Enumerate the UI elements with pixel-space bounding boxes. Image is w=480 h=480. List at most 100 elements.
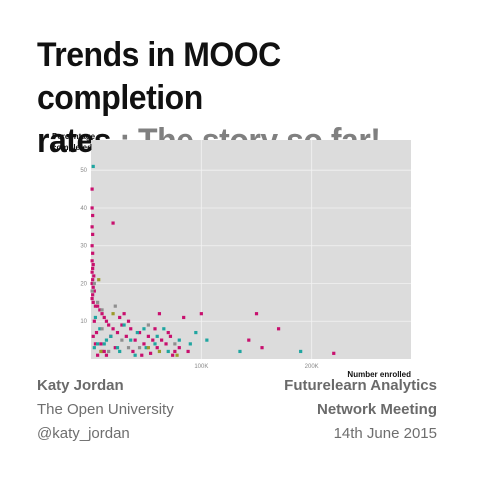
data-point — [92, 274, 96, 278]
data-point — [99, 349, 103, 354]
data-point — [93, 315, 98, 320]
data-point — [91, 300, 95, 304]
data-point — [177, 338, 181, 342]
data-point — [111, 221, 115, 225]
data-point — [166, 349, 170, 354]
data-point — [102, 315, 106, 320]
data-point — [104, 338, 109, 342]
data-point — [129, 338, 133, 342]
data-point — [91, 232, 95, 236]
author-block: Katy Jordan The Open University @katy_jo… — [37, 374, 174, 446]
data-point — [90, 259, 94, 263]
data-point — [104, 353, 109, 357]
event-line1: Futurelearn Analytics — [284, 377, 437, 394]
data-point — [107, 349, 111, 354]
data-point — [111, 312, 115, 316]
data-point — [93, 304, 98, 308]
data-point — [186, 349, 190, 354]
y-axis-label-line1: Percentage — [52, 132, 96, 141]
data-point — [91, 213, 95, 218]
data-point — [90, 244, 94, 248]
data-point — [90, 206, 94, 210]
data-point — [254, 312, 259, 316]
data-point — [90, 270, 94, 274]
data-point — [133, 338, 137, 342]
data-point — [109, 334, 113, 338]
data-point — [96, 342, 100, 346]
data-point — [146, 346, 150, 350]
data-point — [99, 342, 103, 346]
data-point — [171, 353, 175, 357]
data-point — [113, 304, 117, 308]
data-point — [100, 308, 104, 312]
data-point — [92, 346, 96, 350]
data-point — [131, 349, 135, 354]
data-point — [90, 225, 94, 229]
data-point — [102, 342, 106, 346]
data-point — [199, 312, 203, 316]
event-block: Futurelearn Analytics Network Meeting 14… — [284, 374, 437, 446]
data-point — [155, 334, 159, 338]
data-point — [122, 323, 126, 327]
data-point — [92, 289, 96, 293]
data-point — [153, 327, 157, 331]
data-point — [91, 293, 95, 297]
data-point — [133, 353, 137, 357]
data-point — [157, 349, 162, 354]
y-tick-label: 40 — [80, 206, 87, 212]
y-tick-label: 20 — [80, 281, 87, 287]
data-point — [113, 346, 117, 350]
y-tick-label: 10 — [80, 319, 87, 325]
data-point — [173, 342, 177, 346]
data-point — [260, 346, 264, 350]
y-tick-label: 50 — [80, 168, 87, 174]
data-point — [137, 346, 142, 350]
y-axis-label-line2: completed — [52, 143, 92, 152]
x-axis-label: Number enrolled — [347, 370, 411, 378]
plot-panel — [91, 140, 411, 359]
data-point — [140, 353, 144, 357]
data-point — [118, 315, 122, 320]
data-point — [247, 338, 251, 342]
y-tick-label: 30 — [80, 244, 87, 250]
data-point — [299, 349, 303, 354]
data-point — [155, 346, 159, 350]
data-point — [92, 319, 96, 323]
data-point — [177, 346, 181, 350]
data-point — [188, 342, 192, 346]
data-point — [126, 346, 131, 350]
author-name: Katy Jordan — [37, 377, 124, 394]
data-point — [129, 327, 133, 331]
data-point — [164, 342, 168, 346]
completion-scatter-chart: 10 20 30 40 50 100K 200K Percentage completed Num… — [52, 132, 411, 378]
data-point — [168, 334, 173, 338]
data-point — [182, 315, 186, 320]
data-point — [98, 327, 102, 331]
data-point — [100, 312, 104, 316]
data-point — [194, 330, 198, 335]
data-point — [92, 281, 96, 286]
data-point — [148, 351, 153, 355]
data-point — [142, 327, 146, 331]
data-point — [98, 308, 102, 312]
author-handle: @katy_jordan — [37, 425, 130, 442]
data-point — [111, 327, 115, 331]
data-point — [104, 319, 109, 323]
data-point — [91, 263, 95, 267]
data-point — [91, 164, 95, 169]
data-point — [205, 338, 209, 342]
data-point — [118, 349, 122, 354]
data-point — [238, 349, 242, 354]
data-point — [162, 327, 166, 331]
data-point — [146, 334, 150, 338]
data-point — [115, 346, 120, 350]
data-point — [91, 334, 95, 338]
data-point — [115, 330, 120, 335]
event-date: 14th June 2015 — [333, 425, 437, 442]
event-line2: Network Meeting — [316, 401, 437, 418]
data-point — [91, 266, 95, 270]
data-point — [173, 349, 177, 354]
data-point — [100, 327, 104, 331]
data-point — [135, 330, 139, 335]
data-point — [151, 338, 155, 342]
